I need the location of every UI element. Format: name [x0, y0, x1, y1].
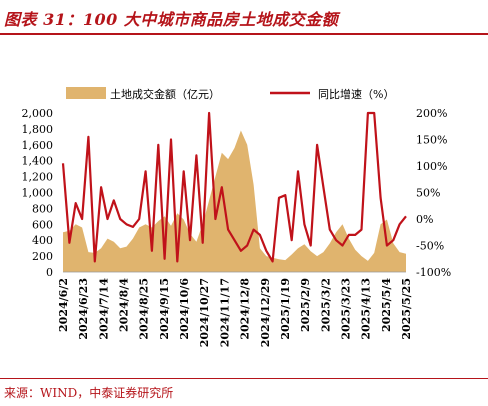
left-tick-label: 1,600: [22, 139, 54, 152]
x-tick-label: 2024/7/14: [97, 278, 110, 340]
x-tick-label: 2024/6/2: [57, 278, 70, 332]
x-tick-label: 2024/8/25: [138, 278, 151, 340]
x-tick-label: 2025/1/19: [279, 278, 292, 340]
right-tick-label: 100%: [416, 160, 447, 173]
legend-label-line: 同比增速（%）: [318, 87, 394, 101]
right-tick-label: 50%: [416, 187, 440, 200]
x-tick-label: 2024/10/6: [178, 278, 191, 340]
x-tick-label: 2024/9/15: [158, 278, 171, 340]
source-note: 来源：WIND，中泰证券研究所: [4, 386, 174, 400]
chart: 0 200 400 600 800 1,000 1,200 1,400 1,600 1,800 2,…: [22, 87, 452, 347]
source-divider: [0, 378, 488, 379]
x-tick-label: 2024/12/8: [239, 278, 252, 340]
x-tick-label: 2024/8/4: [118, 278, 131, 332]
left-tick-label: 800: [32, 202, 53, 215]
right-tick-label: 150%: [416, 134, 447, 147]
left-tick-label: 1,800: [22, 123, 54, 136]
left-tick-label: 1,200: [22, 171, 54, 184]
x-tick-label: 2025/2/9: [299, 278, 312, 332]
figure-title: 图表 31：100 大中城市商品房土地成交金额: [4, 10, 339, 29]
x-tick-label: 2024/6/23: [77, 278, 90, 340]
series-line-yoy-growth: [61, 111, 407, 263]
legend: 土地成交金额（亿元） 同比增速（%）: [66, 87, 394, 101]
line-layer: [61, 111, 407, 263]
left-tick-label: 0: [46, 266, 53, 279]
x-tick-label: 2025/4/13: [360, 278, 373, 340]
area-layer: [63, 130, 406, 272]
series-area-land-transaction: [63, 130, 406, 272]
right-tick-label: -50%: [416, 240, 444, 253]
left-tick-label: 200: [32, 250, 53, 263]
left-tick-label: 600: [32, 218, 53, 231]
legend-swatch-area: [66, 87, 106, 99]
right-tick-label: 200%: [416, 107, 447, 120]
legend-label-area: 土地成交金额（亿元）: [110, 87, 220, 101]
axes-layer: 0 200 400 600 800 1,000 1,200 1,400 1,600 1,800 2,…: [22, 107, 452, 347]
left-tick-label: 400: [32, 234, 53, 247]
right-tick-label: 0%: [416, 213, 433, 226]
x-tick-label: 2024/12/29: [259, 278, 272, 347]
right-tick-label: -100%: [416, 266, 451, 279]
x-tick-label: 2024/11/17: [218, 278, 231, 347]
title-divider: [0, 33, 488, 35]
left-tick-label: 2,000: [22, 107, 54, 120]
x-tick-label: 2025/5/25: [400, 278, 413, 340]
left-tick-label: 1,000: [22, 187, 54, 200]
x-tick-label: 2024/10/27: [198, 278, 211, 347]
x-tick-label: 2025/3/2: [319, 278, 332, 332]
left-tick-label: 1,400: [22, 155, 54, 168]
x-tick-label: 2025/5/4: [380, 278, 393, 332]
x-tick-label: 2025/3/23: [340, 278, 353, 340]
